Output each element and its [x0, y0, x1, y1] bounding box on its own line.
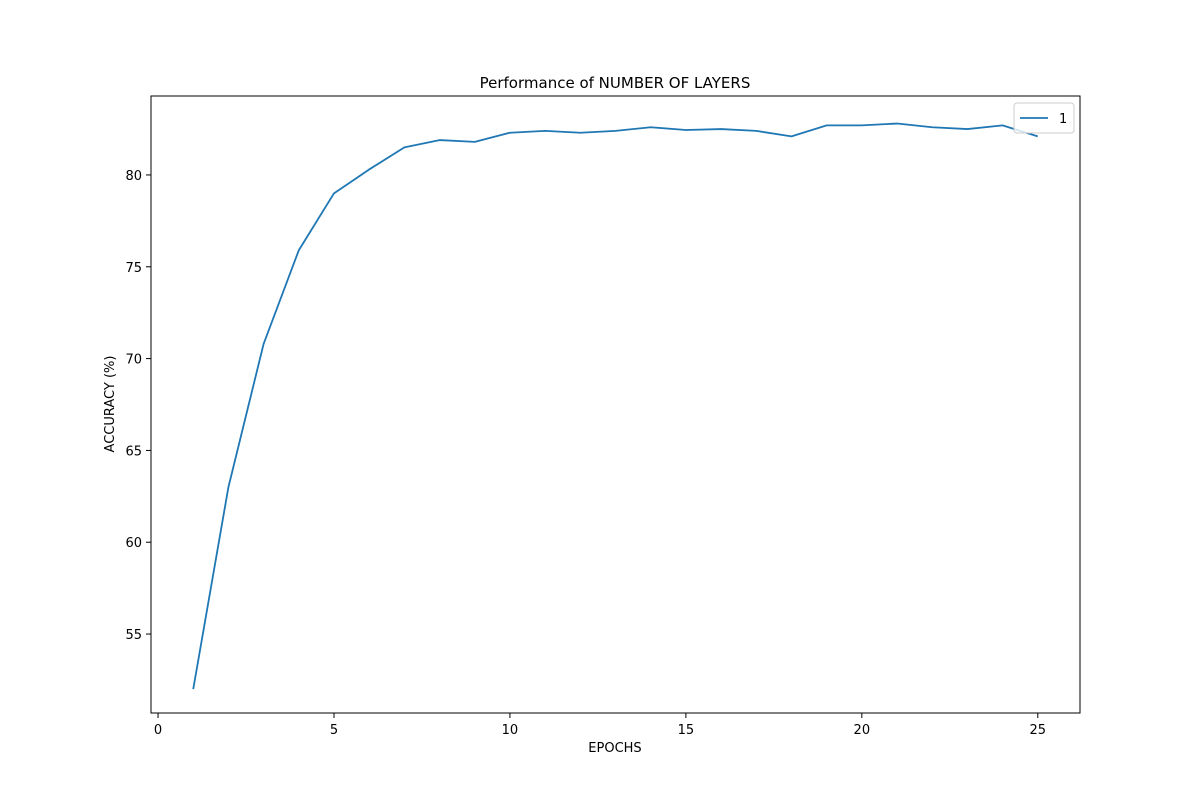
y-tick-label: 70: [125, 353, 142, 368]
y-tick-label: 60: [125, 536, 142, 551]
chart-title: Performance of NUMBER OF LAYERS: [480, 74, 751, 92]
x-tick-label: 5: [330, 723, 338, 738]
x-tick-label: 0: [154, 723, 162, 738]
x-tick-label: 10: [502, 723, 519, 738]
series-line: [192, 122, 1039, 690]
x-tick-label: 15: [678, 723, 695, 738]
axes-frame: [150, 95, 1081, 714]
x-tick-label: 20: [854, 723, 871, 738]
legend-label: 1: [1059, 112, 1067, 127]
plot-area: 0 5 10 15 20 25 55 60 65 70 75 80 1: [125, 95, 1081, 738]
y-tick-label: 80: [125, 169, 142, 184]
y-axis-label: ACCURACY (%): [103, 356, 118, 453]
x-tick-label: 25: [1029, 723, 1046, 738]
y-tick-label: 65: [125, 444, 142, 459]
y-tick-label: 75: [125, 261, 142, 276]
y-tick-label: 55: [125, 628, 142, 643]
x-axis-label: EPOCHS: [588, 741, 641, 756]
